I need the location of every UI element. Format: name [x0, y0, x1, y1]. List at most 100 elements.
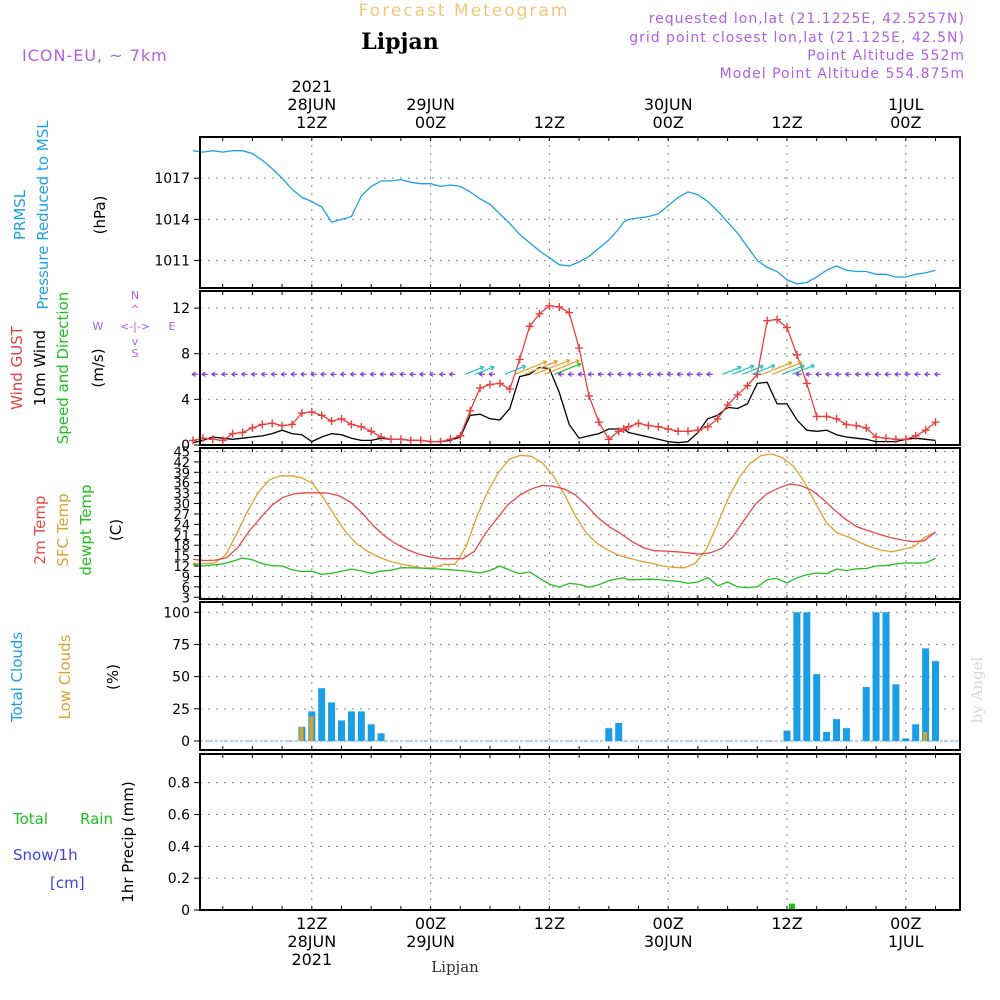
wind-arrow-head [260, 371, 265, 377]
gust-marker [347, 420, 356, 429]
wind-arrow-head [800, 364, 805, 369]
total-cloud-bar [793, 612, 801, 741]
wind-10m-label: 10m Wind [31, 330, 49, 406]
temp-2m-label: 2m Temp [31, 496, 49, 565]
wind-arrow-head [795, 371, 800, 377]
top-time-hour: 00Z [890, 113, 921, 132]
requested-coords: requested lon,lat (21.1225E, 42.5257N) [649, 11, 965, 27]
gust-marker [555, 302, 564, 311]
ytick-label-clouds: 25 [172, 702, 190, 718]
wind-arrow-head [280, 371, 285, 377]
wind-arrow-head [191, 371, 196, 377]
ytick-label-temp: 42 [173, 456, 190, 471]
total-cloud-bar [328, 702, 336, 741]
gust-marker [258, 420, 267, 429]
temp2m-line [192, 483, 936, 562]
wind-arrow-head [696, 371, 701, 377]
gust-marker [218, 436, 227, 445]
ytick-label-pressure: 1011 [154, 254, 190, 270]
compass-arrow-horizontal: <-|-> [120, 320, 150, 333]
panel-frame-precip [199, 753, 961, 911]
top-time-year: 2021 [291, 77, 332, 96]
compass-w: W [93, 320, 104, 333]
panel-frame-pressure [199, 136, 961, 289]
ytick-label-precip: 0.6 [168, 807, 190, 823]
wind-arrow-head [914, 371, 919, 377]
wind-arrow-head [231, 371, 236, 377]
gust-marker [693, 426, 702, 435]
compass-e: E [169, 320, 176, 333]
total-cloud-bar [367, 724, 375, 741]
top-time-hour: 12Z [296, 113, 327, 132]
chart-marks: 1017101410111284045423936333027242118151… [154, 77, 961, 969]
compass-s: S [132, 347, 139, 360]
total-cloud-bar [357, 711, 365, 741]
gust-marker [446, 435, 455, 444]
gust-marker [812, 412, 821, 421]
top-time-date: 30JUN [644, 95, 693, 114]
wind-arrow-head [835, 371, 840, 377]
total-cloud-bar [833, 719, 840, 741]
wind-arrow-head [787, 361, 793, 366]
wind-arrow [781, 364, 805, 375]
total-cloud-bar [347, 711, 355, 741]
ytick-label-wind: 8 [181, 347, 190, 363]
gust-marker [377, 433, 386, 442]
low-cloud-bar [309, 716, 314, 741]
top-time-date: 28JUN [287, 95, 336, 114]
location-title: Lipjan [361, 29, 438, 55]
wind-arrow-head [576, 362, 582, 368]
point-altitude: Point Altitude 552m [807, 48, 965, 64]
wind-arrow-head [478, 371, 483, 377]
wind-arrow [514, 360, 547, 375]
top-time-hour: 00Z [653, 113, 684, 132]
wind-arrow-head [666, 371, 671, 377]
ytick-label-precip: 0.8 [168, 776, 190, 792]
gust-marker [228, 429, 237, 438]
gust-marker [822, 412, 831, 421]
precip-labels: Total Rain Snow/1h [cm] 1hr Precip (mm) [12, 781, 137, 902]
wind-arrow-head [201, 371, 206, 377]
gust-marker [624, 422, 633, 431]
wind-labels: Wind GUST 10m Wind Speed and Direction (… [8, 289, 176, 444]
compass-rose: N ^ W <-|-> E v S [93, 289, 176, 360]
gust-marker [852, 421, 861, 430]
wind-arrow-head [904, 371, 909, 377]
wind-arrow [504, 365, 526, 375]
total-cloud-bar [872, 612, 880, 741]
gust-marker [891, 435, 900, 444]
gust-marker [802, 379, 811, 388]
gust-marker [327, 417, 336, 426]
gust-marker [654, 422, 663, 431]
wind-arrow [771, 361, 803, 375]
gust-marker [713, 414, 722, 423]
wind-arrow-head [845, 371, 850, 377]
gust-marker [634, 419, 643, 428]
bottom-time-hour: 00Z [415, 914, 446, 933]
ytick-label-temp: 9 [182, 570, 190, 585]
temp-sfc-label: SFC Temp [54, 493, 72, 566]
pressure-line [192, 150, 936, 285]
panel-frame-wind [199, 290, 961, 446]
total-cloud-bar [377, 733, 385, 741]
gust-marker [535, 309, 544, 318]
gust-marker [248, 423, 257, 432]
wind-arrow-head [565, 358, 571, 364]
gust-marker [773, 315, 782, 324]
wind-arrow-head [637, 371, 642, 377]
total-cloud-bar [338, 720, 345, 741]
ytick-label-clouds: 0 [181, 734, 190, 750]
ytick-label-wind: 12 [172, 301, 190, 317]
total-cloud-bar [813, 674, 821, 741]
top-time-hour: 12Z [771, 113, 802, 132]
wind-arrow-head [359, 371, 364, 377]
gust-marker [495, 379, 504, 388]
snow-label: Snow/1h [13, 846, 78, 864]
total-clouds-label: Total Clouds [8, 632, 26, 724]
wind-arrow-head [320, 371, 325, 377]
ytick-label-temp: 18 [173, 539, 190, 554]
gust-marker [872, 433, 881, 442]
temp-labels: 2m Temp SFC Temp dewpt Temp (C) [31, 484, 125, 575]
wind-arrow [534, 359, 570, 375]
gust-marker [743, 381, 752, 390]
